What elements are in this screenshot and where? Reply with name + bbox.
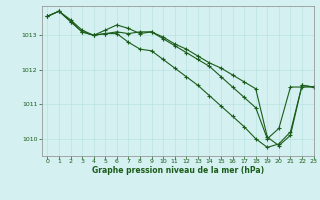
X-axis label: Graphe pression niveau de la mer (hPa): Graphe pression niveau de la mer (hPa) <box>92 166 264 175</box>
